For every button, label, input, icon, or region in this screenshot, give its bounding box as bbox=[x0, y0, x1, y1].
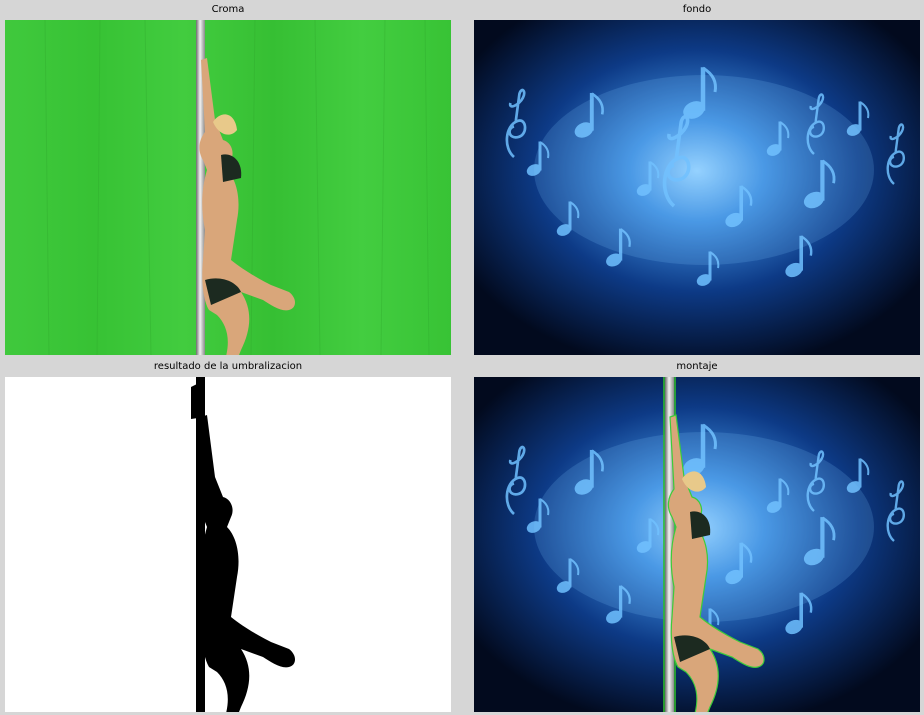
panel-title-umbralizacion: resultado de la umbralizacion bbox=[153, 361, 303, 372]
croma-image bbox=[5, 20, 451, 355]
montaje-image bbox=[474, 377, 920, 712]
composited-dancer bbox=[667, 414, 765, 712]
fondo-image bbox=[474, 20, 920, 355]
panel-title-montaje: montaje bbox=[676, 361, 718, 372]
panel-title-croma: Croma bbox=[211, 4, 245, 15]
panel-title-fondo: fondo bbox=[682, 4, 712, 15]
umbralizacion-image bbox=[5, 377, 451, 712]
dancer-figure bbox=[199, 58, 295, 355]
